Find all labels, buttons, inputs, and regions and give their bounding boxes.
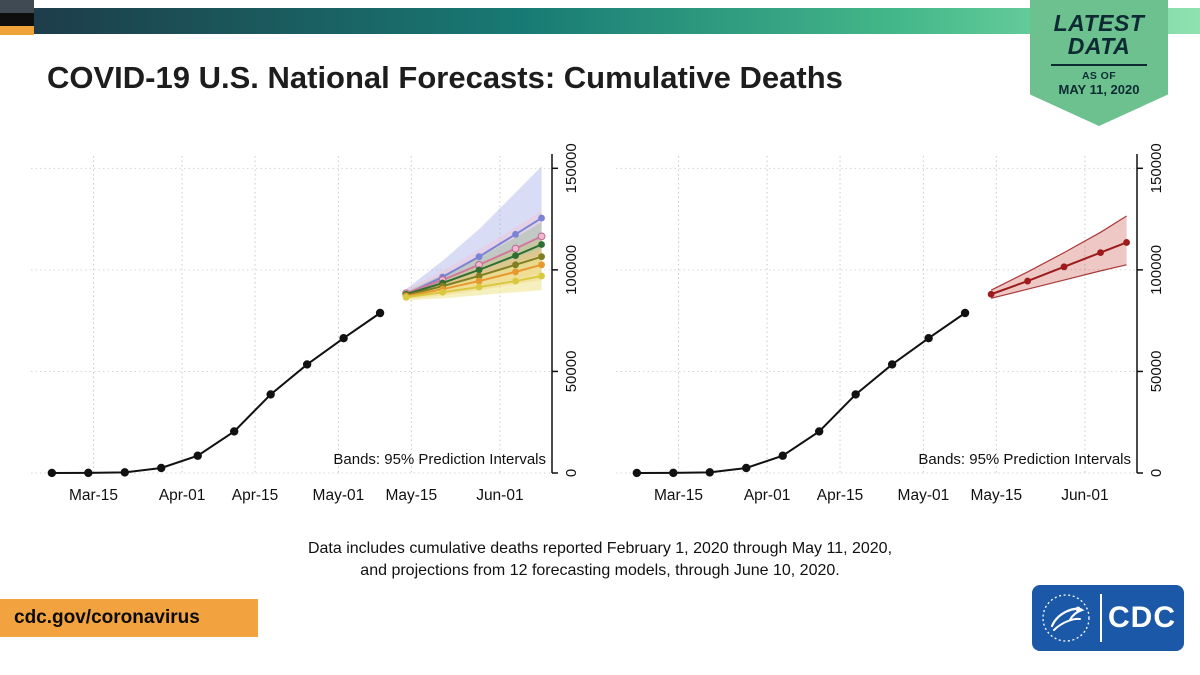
observed-point — [814, 427, 824, 436]
x-tick-label: Apr-01 — [744, 487, 791, 504]
x-tick-label: May-15 — [385, 487, 437, 504]
ensemble-forecast-point — [987, 290, 995, 298]
forecast-model-3-point — [512, 252, 519, 260]
observed-point — [960, 308, 970, 318]
page-title: COVID-19 U.S. National Forecasts: Cumula… — [47, 60, 843, 95]
y-tick-label: 100000 — [1148, 245, 1165, 295]
forecast-model-3-point — [475, 266, 483, 274]
forecast-model-5-point — [512, 268, 519, 276]
x-tick-label: Jun-01 — [476, 487, 523, 504]
x-tick-label: Apr-15 — [817, 487, 864, 504]
ribbon-as-of-date: MAY 11, 2020 — [1058, 82, 1140, 98]
observed-point — [157, 463, 166, 473]
cdc-url-text: cdc.gov/coronavirus — [14, 607, 200, 628]
forecast-model-1-point — [475, 253, 483, 261]
forecast-model-1-point — [512, 230, 519, 238]
x-tick-label: May-01 — [898, 487, 950, 504]
forecast-model-4-point — [475, 272, 483, 280]
y-tick-label: 150000 — [563, 143, 580, 193]
ribbon-divider — [1051, 63, 1147, 67]
observed-point — [669, 468, 678, 478]
observed-point — [302, 360, 312, 369]
chart-all-models: 0 50000 100000 150000 Mar-15 Apr-01 Apr-15 May-… — [31, 143, 580, 504]
forecast-model-6-point — [475, 283, 483, 291]
observed-point — [742, 463, 751, 473]
ribbon-as-of-label: AS OF — [1081, 70, 1117, 83]
forecast-model-4-point — [512, 261, 519, 269]
x-tick-label: Apr-01 — [159, 487, 206, 504]
x-tick-label: May-01 — [313, 487, 365, 504]
observed-point — [84, 468, 93, 478]
observed-point — [924, 333, 933, 343]
ensemble-forecast-lower-bound — [990, 264, 1127, 299]
url-bar: cdc.gov/coronavirus — [0, 599, 258, 637]
y-tick-label: 100000 — [563, 245, 580, 295]
forecast-model-1-band — [406, 166, 542, 300]
observed-point — [193, 451, 202, 460]
hhs-seal-icon — [1042, 594, 1090, 642]
x-tick-label: May-15 — [970, 487, 1022, 504]
corner-stripes — [0, 0, 34, 35]
ensemble-forecast-point — [1123, 239, 1130, 246]
forecast-model-6-point — [439, 288, 446, 296]
forecast-model-3-point — [538, 241, 545, 248]
observed-point — [632, 468, 642, 478]
caption: Data includes cumulative deaths reported… — [0, 538, 1200, 582]
x-tick-label: Apr-15 — [232, 487, 279, 504]
x-tick-label: Mar-15 — [654, 487, 703, 504]
forecast-model-4-point — [538, 253, 545, 261]
observed-point — [339, 333, 348, 343]
corner-stripe-black — [0, 13, 34, 26]
caption-line-2: and projections from 12 forecasting mode… — [360, 562, 840, 579]
ensemble-forecast-point — [1097, 249, 1104, 257]
x-tick-label: Jun-01 — [1061, 487, 1108, 504]
forecast-model-1-point — [538, 214, 545, 222]
bands-note: Bands: 95% Prediction Intervals — [918, 451, 1131, 468]
y-tick-label: 0 — [1148, 469, 1165, 477]
chart-ensemble: 0 50000 100000 150000 Mar-15 Apr-01 Apr-15 May-… — [616, 143, 1165, 504]
forecast-model-6-point — [512, 277, 519, 285]
corner-stripe-gray — [0, 0, 34, 13]
cdc-wordmark: CDC — [1108, 601, 1176, 634]
ribbon-latest: LATEST — [1053, 10, 1145, 36]
y-tick-label: 50000 — [1148, 351, 1165, 393]
corner-stripe-orange — [0, 26, 34, 35]
observed-point — [851, 390, 860, 399]
y-tick-label: 0 — [563, 469, 580, 477]
ensemble-forecast-band — [991, 216, 1127, 299]
forecast-model-2-point — [537, 232, 546, 241]
caption-line-1: Data includes cumulative deaths reported… — [307, 540, 893, 557]
forecast-model-5-point — [475, 277, 483, 285]
ensemble-forecast-point — [1060, 263, 1068, 271]
top-gradient-bar — [30, 8, 1200, 34]
ensemble-forecast-upper-bound — [990, 215, 1127, 291]
charts-row: 0 50000 100000 150000 Mar-15 Apr-01 Apr-15 May-… — [15, 118, 1185, 520]
forecast-model-6-point — [538, 272, 545, 280]
y-tick-label: 150000 — [1148, 143, 1165, 193]
observed-line — [636, 312, 966, 474]
observed-point — [120, 468, 129, 477]
x-tick-label: Mar-15 — [69, 487, 118, 504]
forecast-model-2-point — [511, 244, 520, 253]
observed-line — [51, 312, 381, 474]
observed-point — [47, 468, 57, 478]
observed-point — [887, 360, 897, 369]
observed-point — [266, 390, 275, 399]
cdc-hhs-logo: CDC — [1032, 585, 1184, 651]
bands-note: Bands: 95% Prediction Intervals — [333, 451, 546, 468]
logo-divider — [1100, 594, 1102, 642]
forecast-model-6-point — [402, 293, 410, 301]
ribbon-data: DATA — [1067, 33, 1131, 60]
observed-point — [778, 451, 787, 460]
ensemble-forecast-point — [1024, 277, 1031, 285]
observed-point — [705, 468, 714, 477]
y-tick-label: 50000 — [563, 351, 580, 393]
observed-point — [229, 427, 239, 436]
observed-point — [375, 308, 385, 318]
latest-data-ribbon: LATEST DATA AS OF MAY 11, 2020 — [1030, 0, 1168, 126]
forecast-model-5-point — [538, 261, 545, 269]
